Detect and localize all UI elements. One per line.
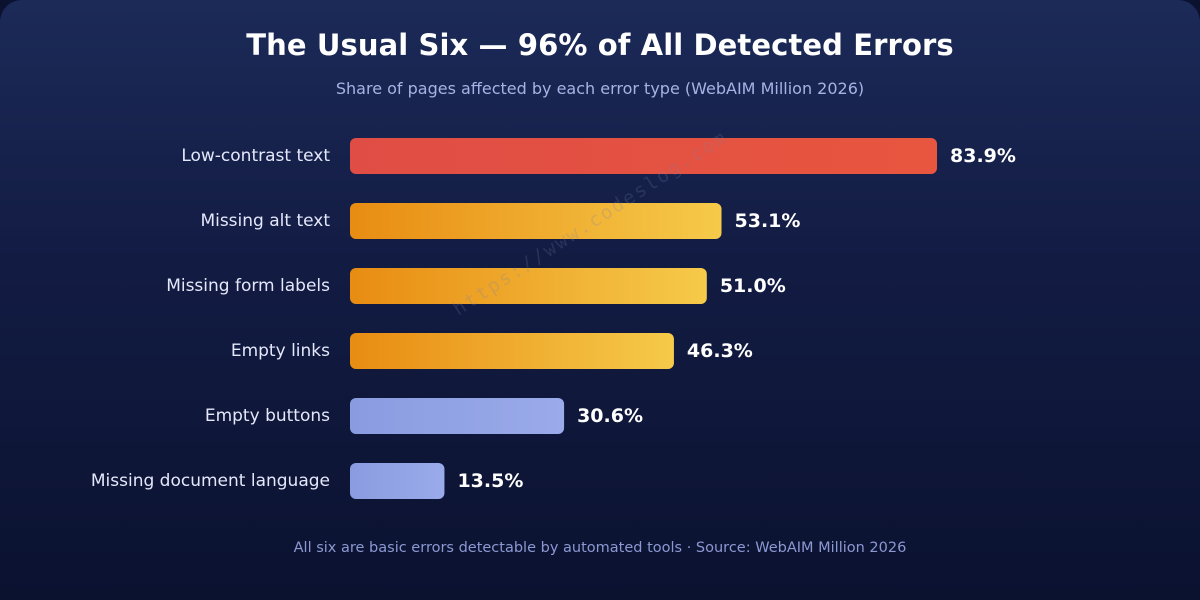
category-label: Empty buttons (205, 406, 330, 426)
value-label: 30.6% (577, 405, 643, 427)
bars-group: Low-contrast text 83.9% Missing alt text 53… (91, 138, 1016, 499)
category-label: Empty links (231, 341, 330, 361)
bar (350, 398, 565, 434)
bar (350, 268, 707, 304)
category-label: Low-contrast text (181, 146, 330, 166)
bar (350, 138, 937, 174)
bar (350, 333, 674, 369)
category-label: Missing alt text (200, 211, 330, 231)
chart-title: The Usual Six — 96% of All Detected Erro… (246, 28, 954, 62)
category-label: Missing form labels (166, 276, 330, 296)
value-label: 53.1% (735, 210, 801, 232)
chart-subtitle: Share of pages affected by each error ty… (335, 79, 865, 98)
value-label: 51.0% (720, 275, 786, 297)
chart-footer-note: All six are basic errors detectable by a… (293, 540, 907, 556)
bar (350, 203, 722, 239)
value-label: 13.5% (457, 470, 523, 492)
bar (350, 463, 445, 499)
value-label: 83.9% (950, 145, 1016, 167)
category-label: Missing document language (91, 471, 330, 491)
value-label: 46.3% (687, 340, 753, 362)
